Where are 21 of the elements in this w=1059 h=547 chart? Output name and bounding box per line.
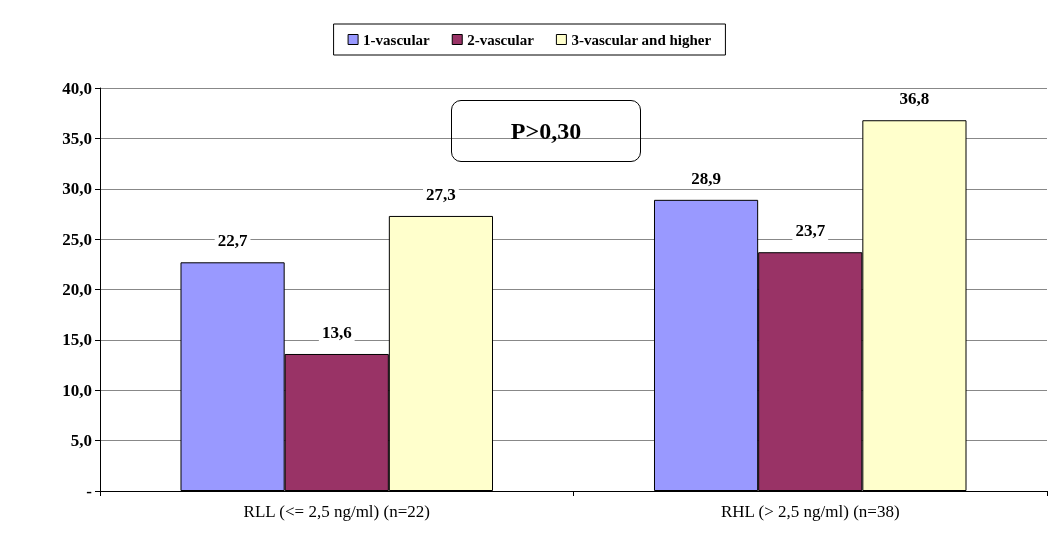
x-tick-label: RHL (> 2,5 ng/ml) (n=38) <box>720 502 900 521</box>
data-label: 27,3 <box>426 184 456 204</box>
annotation: P>0,30 <box>510 117 582 145</box>
data-label: 13,6 <box>321 322 352 342</box>
y-tick-label: 25,0 <box>62 229 92 249</box>
y-tick-label: 35,0 <box>62 128 92 148</box>
y-tick-label: 30,0 <box>62 179 92 199</box>
data-label: 36,8 <box>899 89 930 109</box>
y-tick-label: 5,0 <box>70 431 92 451</box>
y-tick-label: - <box>86 481 93 501</box>
legend-label: 1-vascular <box>363 31 431 48</box>
data-label: 28,9 <box>691 168 721 188</box>
legend-label: 2-vascular <box>467 31 535 48</box>
y-tick-label: 10,0 <box>62 380 92 400</box>
x-tick-label: RLL (<= 2,5 ng/ml) (n=22) <box>243 502 430 521</box>
y-tick-label: 15,0 <box>62 330 92 350</box>
legend-label: 3-vascular and higher <box>571 31 712 48</box>
y-tick-label: 20,0 <box>62 280 92 299</box>
y-tick-label: 40,0 <box>62 78 92 98</box>
data-label: 23,7 <box>795 221 826 241</box>
data-label: 22,7 <box>217 231 248 251</box>
